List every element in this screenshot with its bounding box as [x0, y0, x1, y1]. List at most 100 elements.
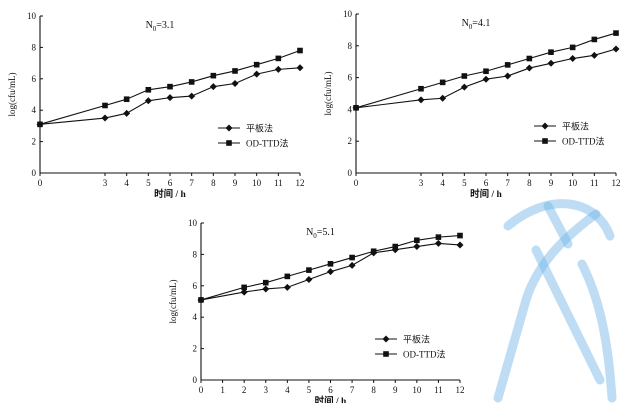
data-point — [482, 75, 490, 83]
data-point — [612, 45, 620, 53]
y-axis-label: log(cfu/mL) — [168, 280, 178, 324]
data-point — [348, 261, 356, 269]
chart-title: N0=5.1 — [306, 227, 335, 240]
data-point — [253, 61, 260, 68]
data-point — [457, 232, 463, 239]
x-tick-label: 12 — [296, 178, 305, 188]
x-tick-label: 8 — [371, 385, 376, 395]
data-point — [296, 64, 304, 72]
data-point — [417, 96, 425, 104]
data-point — [262, 279, 269, 286]
y-tick-label: 10 — [27, 11, 37, 21]
y-tick-label: 2 — [193, 344, 198, 354]
y-axis-label: log(cfu/mL) — [323, 72, 333, 116]
x-tick-label: 8 — [527, 178, 532, 188]
x-tick-label: 4 — [124, 178, 129, 188]
legend-marker — [225, 124, 233, 132]
data-point — [418, 85, 424, 92]
chart-panel-1: 0 3 4 5 6 7 8 9 10 11 12 0 2 4 6 8 10 时间 / h log(cfu/mL) N0… — [7, 11, 305, 200]
y-tick-label: 0 — [193, 375, 198, 385]
data-point — [240, 288, 248, 296]
data-point — [210, 72, 217, 79]
y-tick-label: 2 — [348, 136, 353, 146]
data-point — [548, 49, 554, 55]
legend-label: OD-TTD法 — [246, 138, 289, 149]
x-tick-label: 3 — [103, 178, 108, 188]
x-tick-label: 3 — [264, 385, 269, 395]
data-point — [241, 284, 247, 291]
series-odttd — [37, 47, 303, 128]
x-tick-label: 10 — [252, 178, 262, 188]
series-odttd — [198, 232, 463, 303]
data-point — [275, 55, 282, 62]
data-point — [188, 79, 195, 85]
x-axis-label: 时间 / h — [315, 395, 347, 403]
data-point — [37, 121, 43, 128]
x-tick-label: 10 — [412, 385, 422, 395]
y-tick-label: 8 — [348, 41, 353, 51]
legend-label: 平板法 — [246, 123, 273, 134]
legend-marker — [542, 138, 548, 144]
data-point — [306, 267, 312, 273]
y-tick-label: 2 — [32, 137, 37, 147]
data-point — [456, 241, 464, 249]
y-tick-label: 10 — [188, 218, 198, 228]
legend-marker — [383, 351, 389, 357]
x-tick-label: 9 — [393, 385, 398, 395]
data-point — [569, 44, 576, 51]
x-tick-label: 11 — [434, 385, 443, 395]
y-tick-label: 6 — [193, 281, 198, 291]
data-point — [434, 239, 442, 247]
data-point — [591, 36, 598, 43]
data-point — [525, 64, 533, 72]
y-tick-label: 0 — [348, 168, 353, 178]
y-tick-label: 8 — [193, 249, 198, 259]
data-point — [305, 276, 313, 284]
x-tick-label: 9 — [233, 178, 238, 188]
data-point — [327, 268, 334, 276]
x-tick-label: 2 — [242, 385, 247, 395]
data-point — [166, 94, 174, 102]
chart-panel-2: 0 3 4 5 6 7 8 9 10 11 12 0 2 4 6 8 10 时间 / h log(cfu/mL) N0… — [323, 9, 620, 200]
y-axis-label: log(cfu/mL) — [7, 73, 17, 117]
x-tick-label: 5 — [307, 385, 312, 395]
data-point — [370, 248, 377, 255]
series-line — [200, 242, 461, 301]
x-tick-label: 12 — [456, 385, 465, 395]
data-point — [209, 83, 217, 91]
y-tick-label: 0 — [32, 168, 37, 178]
x-tick-label: 0 — [199, 385, 204, 395]
x-tick-label: 11 — [590, 178, 599, 188]
data-point — [167, 83, 173, 90]
data-point — [102, 102, 108, 109]
data-point — [297, 47, 303, 54]
data-point — [274, 65, 282, 73]
x-tick-label: 9 — [549, 178, 554, 188]
x-tick-label: 12 — [612, 178, 620, 188]
legend-label: 平板法 — [403, 334, 430, 345]
data-point — [613, 30, 619, 36]
x-tick-label: 5 — [462, 178, 467, 188]
data-point — [460, 83, 468, 91]
data-point — [284, 273, 291, 280]
legend: 平板法 OD-TTD法 — [534, 121, 605, 147]
data-point — [435, 234, 442, 240]
data-point — [231, 80, 239, 88]
x-tick-label: 7 — [505, 178, 510, 188]
data-point — [414, 237, 420, 244]
x-tick-label: 5 — [146, 178, 151, 188]
series-plate — [36, 64, 304, 128]
chart-title: N0=3.1 — [146, 20, 175, 33]
data-point — [569, 55, 577, 63]
x-tick-label: 0 — [38, 178, 43, 188]
y-tick-label: 4 — [193, 312, 198, 322]
x-axis-label: 时间 / h — [470, 188, 502, 200]
data-point — [123, 96, 130, 103]
x-tick-label: 0 — [354, 178, 359, 188]
data-point — [327, 261, 334, 267]
data-point — [504, 72, 512, 80]
data-point — [283, 283, 291, 291]
legend-marker — [541, 122, 549, 130]
